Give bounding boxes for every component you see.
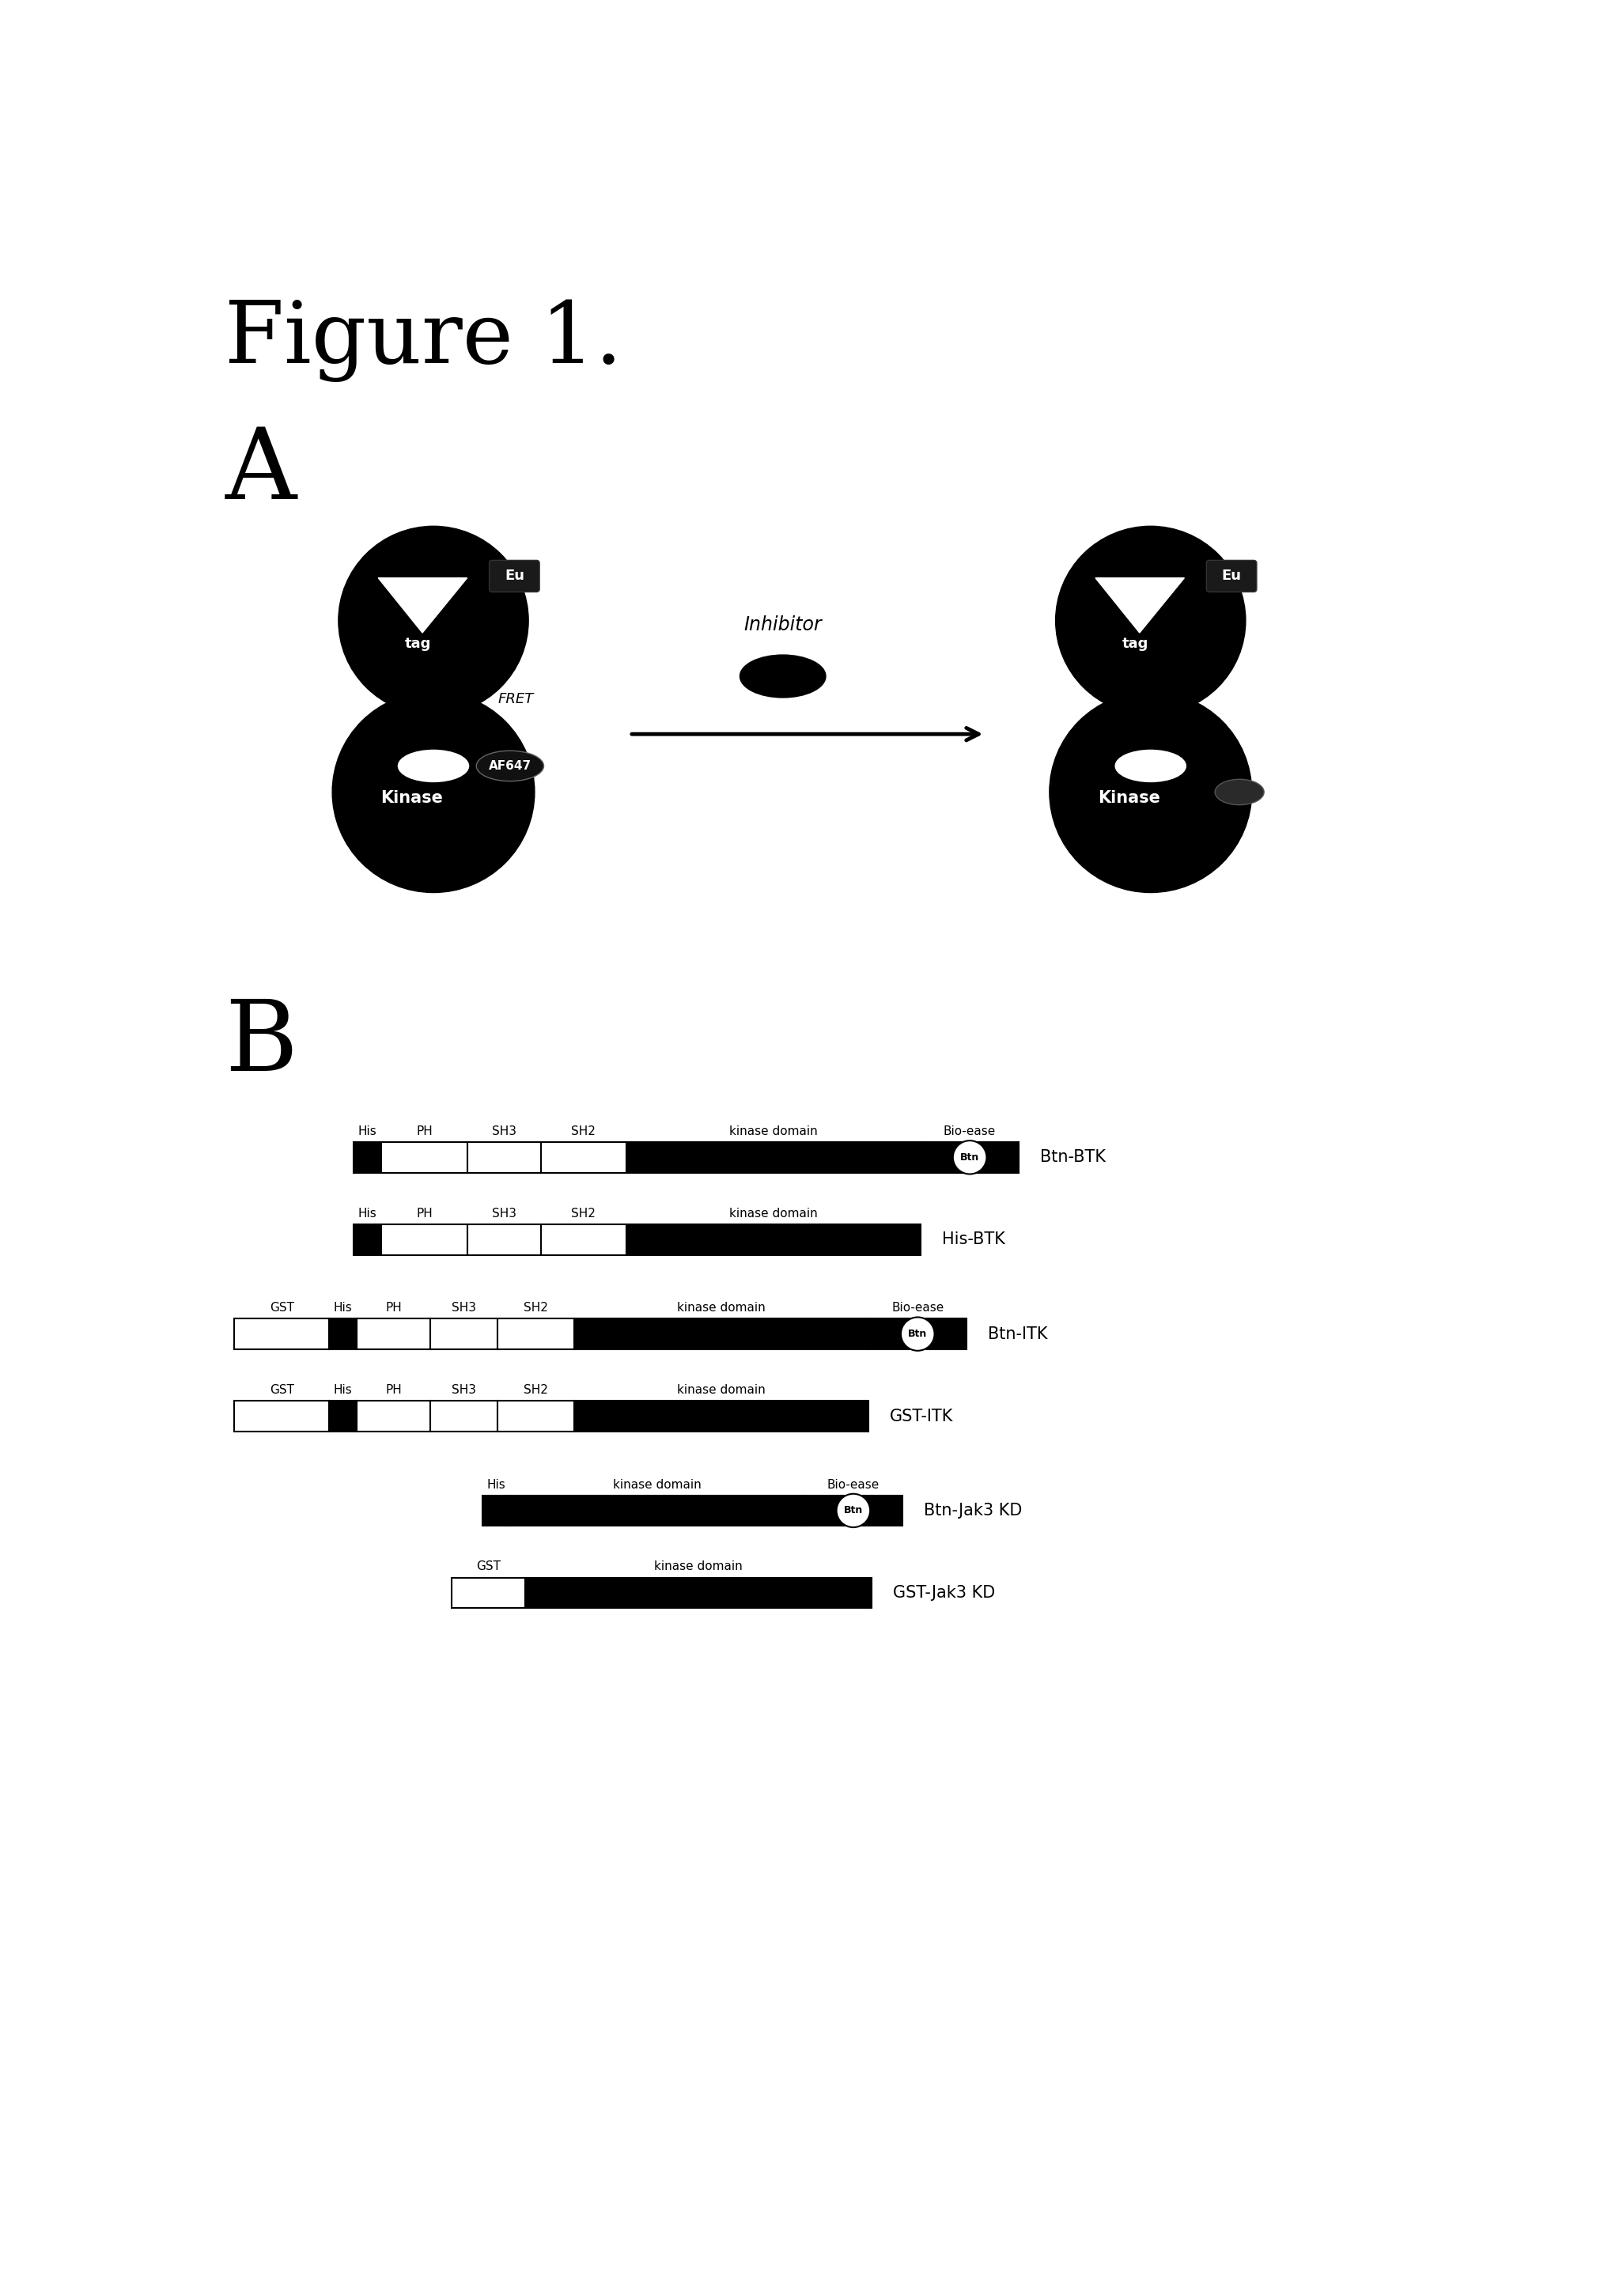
Circle shape xyxy=(332,691,534,893)
Text: AF647: AF647 xyxy=(489,760,531,771)
FancyBboxPatch shape xyxy=(1206,560,1256,592)
Text: Btn-BTK: Btn-BTK xyxy=(1041,1150,1105,1166)
Ellipse shape xyxy=(739,654,826,698)
Text: kinase domain: kinase domain xyxy=(613,1479,701,1490)
Text: PH: PH xyxy=(385,1384,401,1396)
Text: His-BTK: His-BTK xyxy=(942,1231,1006,1247)
Ellipse shape xyxy=(476,751,544,781)
Text: Kinase: Kinase xyxy=(380,790,443,806)
Polygon shape xyxy=(379,579,467,634)
Bar xyxy=(354,1224,382,1256)
Circle shape xyxy=(1049,691,1251,893)
Text: GST-Jak3 KD: GST-Jak3 KD xyxy=(893,1584,996,1600)
Text: SH3: SH3 xyxy=(492,1125,516,1137)
Text: GST: GST xyxy=(269,1302,294,1313)
Ellipse shape xyxy=(398,751,468,781)
Bar xyxy=(430,1401,497,1430)
Text: GST-ITK: GST-ITK xyxy=(890,1407,954,1424)
Bar xyxy=(467,1224,541,1256)
Text: Kinase: Kinase xyxy=(1099,790,1160,806)
Bar xyxy=(541,1224,627,1256)
Bar xyxy=(329,1401,356,1430)
Polygon shape xyxy=(1096,579,1184,634)
Bar xyxy=(356,1318,430,1350)
Text: GST: GST xyxy=(269,1384,294,1396)
Bar xyxy=(382,1141,467,1173)
Bar xyxy=(510,1495,804,1527)
Circle shape xyxy=(953,1141,986,1173)
Text: His: His xyxy=(334,1302,353,1313)
Text: PH: PH xyxy=(415,1208,433,1219)
Text: Btn: Btn xyxy=(908,1329,927,1339)
Bar xyxy=(234,1318,329,1350)
Bar xyxy=(356,1401,430,1430)
Bar xyxy=(574,1318,869,1350)
Bar xyxy=(497,1401,574,1430)
FancyBboxPatch shape xyxy=(489,560,539,592)
Text: kinase domain: kinase domain xyxy=(654,1561,743,1573)
Bar xyxy=(541,1141,627,1173)
Text: Bio-ease: Bio-ease xyxy=(943,1125,996,1137)
Bar xyxy=(497,1318,574,1350)
Bar xyxy=(329,1318,356,1350)
Bar xyxy=(467,1141,541,1173)
Text: Btn: Btn xyxy=(961,1153,980,1162)
Text: His: His xyxy=(488,1479,505,1490)
Text: FRET: FRET xyxy=(497,691,534,707)
Text: GST: GST xyxy=(476,1561,500,1573)
Text: His: His xyxy=(358,1208,377,1219)
Text: Btn-ITK: Btn-ITK xyxy=(988,1327,1047,1341)
Circle shape xyxy=(1055,526,1246,714)
Text: SH2: SH2 xyxy=(571,1125,595,1137)
Bar xyxy=(526,1577,871,1607)
Text: tag: tag xyxy=(1123,636,1148,650)
Text: A: A xyxy=(225,422,297,519)
Text: SH3: SH3 xyxy=(452,1384,476,1396)
Bar xyxy=(430,1318,497,1350)
Ellipse shape xyxy=(1214,778,1264,806)
Text: His: His xyxy=(358,1125,377,1137)
Text: B: B xyxy=(225,996,298,1091)
Text: SH2: SH2 xyxy=(525,1384,549,1396)
Text: kinase domain: kinase domain xyxy=(677,1302,765,1313)
Bar xyxy=(869,1318,967,1350)
Text: kinase domain: kinase domain xyxy=(730,1125,818,1137)
Text: Bio-ease: Bio-ease xyxy=(892,1302,943,1313)
Text: SH2: SH2 xyxy=(525,1302,549,1313)
Bar xyxy=(234,1401,329,1430)
Ellipse shape xyxy=(1115,751,1185,781)
Text: Eu: Eu xyxy=(1222,569,1241,583)
Text: kinase domain: kinase domain xyxy=(730,1208,818,1219)
Bar xyxy=(354,1141,382,1173)
Text: Figure 1.: Figure 1. xyxy=(225,298,622,381)
Bar xyxy=(627,1141,921,1173)
Text: Btn: Btn xyxy=(844,1506,863,1515)
Bar xyxy=(627,1224,921,1256)
Bar xyxy=(382,1224,467,1256)
Bar xyxy=(483,1495,510,1527)
Text: tag: tag xyxy=(404,636,431,650)
Text: Bio-ease: Bio-ease xyxy=(828,1479,879,1490)
Circle shape xyxy=(338,526,528,714)
Text: kinase domain: kinase domain xyxy=(677,1384,765,1396)
Bar xyxy=(921,1141,1019,1173)
Circle shape xyxy=(901,1318,935,1350)
Bar xyxy=(804,1495,903,1527)
Text: SH2: SH2 xyxy=(571,1208,595,1219)
Bar xyxy=(574,1401,869,1430)
Text: Btn-Jak3 KD: Btn-Jak3 KD xyxy=(924,1502,1022,1518)
Text: SH3: SH3 xyxy=(452,1302,476,1313)
Text: PH: PH xyxy=(415,1125,433,1137)
Circle shape xyxy=(836,1495,869,1527)
Text: PH: PH xyxy=(385,1302,401,1313)
Text: Inhibitor: Inhibitor xyxy=(744,615,821,634)
Text: SH3: SH3 xyxy=(492,1208,516,1219)
Bar xyxy=(452,1577,526,1607)
Text: His: His xyxy=(334,1384,353,1396)
Text: Eu: Eu xyxy=(505,569,525,583)
